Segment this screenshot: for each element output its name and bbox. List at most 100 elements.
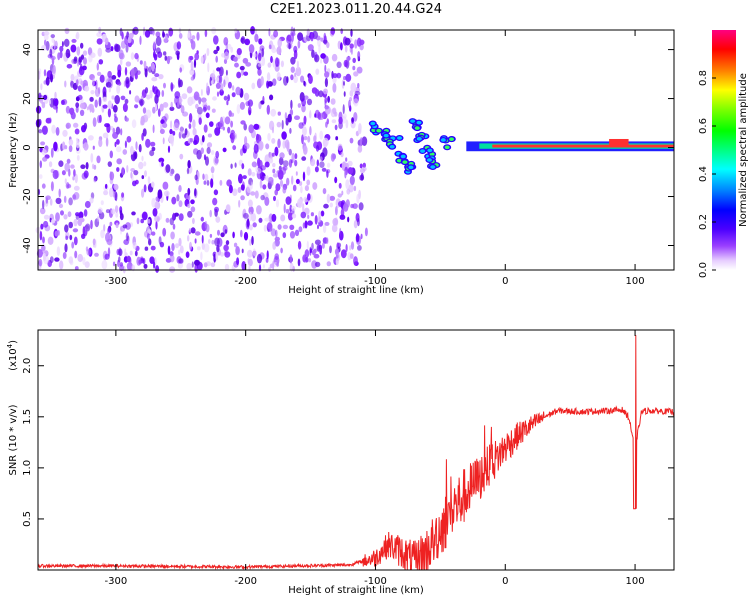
noise-blob [357,83,360,89]
noise-blob [270,108,277,117]
noise-blob [66,158,71,164]
noise-blob [277,224,282,230]
noise-blob [118,49,124,60]
noise-blob [286,34,292,42]
noise-blob [339,214,346,220]
noise-blob [152,28,155,36]
noise-blob [190,199,195,205]
noise-blob [67,211,72,218]
noise-blob [245,62,252,67]
noise-blob [167,145,171,153]
noise-blob [63,195,67,203]
noise-blob [204,53,207,61]
noise-blob [203,124,208,133]
noise-blob [187,160,191,169]
noise-blob [187,187,191,196]
spectrogram-y-tick-label: -20 [22,188,33,204]
noise-blob [326,193,331,204]
noise-blob [251,172,256,177]
noise-blob [290,74,294,81]
noise-blob [51,219,56,224]
noise-blob [321,242,325,249]
spectrogram-y-tick-label: 40 [22,43,33,56]
noise-blob [316,159,319,167]
noise-blob [58,188,61,198]
noise-blob [109,150,114,159]
noise-blob [353,71,359,77]
signal-band-peak [609,138,629,146]
noise-blob [335,136,339,141]
noise-blob [155,36,162,47]
noise-blob [323,88,328,95]
noise-blob [76,60,80,67]
noise-blob [113,183,119,191]
noise-blob [321,167,327,172]
noise-blob [143,26,146,36]
noise-blob [98,59,104,65]
noise-blob [288,159,293,168]
noise-blob [58,203,64,209]
noise-blob [65,105,70,114]
colorbar: 0.0 0.2 0.4 0.6 0.8 Normalized spectral ampl… [698,30,749,278]
colorbar-gradient [712,30,736,270]
noise-blob [49,198,53,206]
noise-blob [310,212,314,217]
noise-blob [359,137,363,147]
noise-blob [84,85,90,92]
noise-blob [301,134,304,145]
noise-blob [70,80,75,88]
noise-blob [99,74,105,83]
noise-blob [216,91,220,97]
noise-blob [225,240,230,246]
noise-blob [350,241,355,250]
noise-blob [160,122,163,131]
noise-blob [334,176,338,184]
signal-blob-core [402,160,408,164]
noise-blob [41,183,46,189]
noise-blob [322,188,327,195]
noise-blob [141,188,145,198]
noise-blob [89,96,94,102]
noise-blob [352,57,357,64]
noise-blob [347,216,350,223]
noise-blob [277,111,281,116]
noise-blob [207,133,212,138]
noise-blob [232,188,238,196]
noise-blob [253,143,259,154]
noise-blob [306,98,313,106]
snr-plot: -300 -200 -100 0 100 0.5 1.0 1.5 2.0 Height of s… [6,329,675,596]
noise-blob [280,247,283,254]
noise-blob [330,153,335,162]
spectrogram-frame [37,29,675,271]
noise-blob [290,66,295,73]
noise-blob [251,82,256,90]
noise-blob [343,59,349,68]
noise-blob [119,213,124,221]
noise-blob [276,262,279,267]
noise-blob [336,61,342,69]
noise-blob [116,146,122,153]
noise-blob [357,51,361,60]
colorbar-tick-label: 0.2 [698,214,709,230]
noise-blob [164,55,168,61]
noise-blob [251,235,254,246]
noise-blob [112,261,116,267]
noise-blob [196,31,200,41]
noise-blob [178,27,182,34]
noise-blob [132,26,139,35]
noise-blob [51,57,55,66]
noise-blob [79,102,85,109]
noise-blob [332,73,338,79]
noise-blob [72,195,77,201]
noise-blob [68,197,73,206]
noise-blob [235,86,241,96]
noise-blob [349,43,354,49]
noise-blob [298,122,304,129]
noise-blob [223,37,229,46]
noise-blob [289,254,293,264]
noise-region [35,26,368,274]
noise-blob [52,105,58,110]
noise-blob [353,98,359,107]
noise-blob [42,156,48,162]
noise-blob [225,69,228,76]
